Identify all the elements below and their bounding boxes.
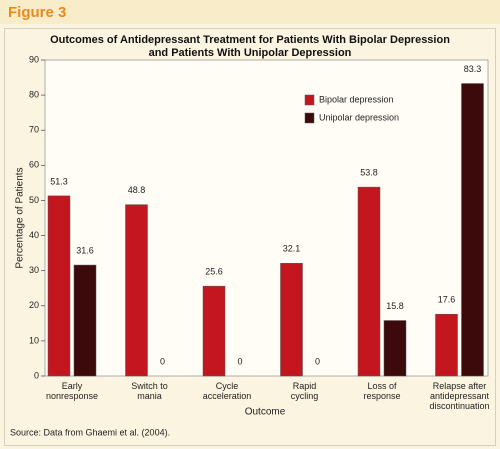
y-tick-label: 50: [29, 195, 39, 205]
legend-swatch: [304, 94, 315, 106]
bar: [280, 263, 303, 377]
legend-swatch: [304, 112, 315, 124]
bar: [47, 195, 71, 377]
value-label: 17.6: [438, 295, 456, 305]
x-tick-label: Loss of response: [363, 381, 401, 401]
header-band: [0, 0, 500, 24]
value-label: 0: [315, 356, 320, 366]
y-tick-label: 40: [29, 230, 39, 240]
value-label: 31.6: [76, 245, 94, 255]
y-tick-label: 10: [29, 335, 39, 345]
y-tick-label: 0: [34, 370, 39, 380]
value-label: 51.3: [50, 176, 68, 186]
y-tick-label: 70: [29, 125, 39, 135]
x-tick-label: Cycle acceleration: [202, 381, 252, 401]
value-label: 25.6: [205, 266, 223, 276]
source-note: Source: Data from Ghaemi et al. (2004).: [10, 427, 170, 437]
legend-label: Bipolar depression: [319, 94, 394, 104]
plot-area: [44, 59, 489, 377]
figure-label: Figure 3: [8, 4, 66, 21]
value-label: 0: [237, 356, 242, 366]
bar: [357, 186, 381, 377]
bar: [383, 320, 407, 377]
value-label: 15.8: [386, 301, 404, 311]
bar: [202, 285, 226, 377]
y-tick-label: 90: [29, 54, 39, 64]
y-tick-label: 20: [29, 300, 39, 310]
value-label: 48.8: [128, 185, 146, 195]
legend-label: Unipolar depression: [319, 112, 399, 122]
bar: [435, 313, 458, 377]
x-tick-label: Rapid cycling: [290, 381, 319, 401]
bar: [73, 264, 97, 377]
chart-title: Outcomes of Antidepressant Treatment for…: [50, 34, 450, 59]
value-label: 83.3: [464, 64, 482, 74]
bar: [461, 83, 484, 377]
value-label: 0: [160, 356, 165, 366]
x-tick-label: Early nonresponse: [45, 381, 99, 401]
value-label: 53.8: [360, 167, 378, 177]
frame: [4, 28, 496, 446]
value-label: 32.1: [283, 244, 301, 254]
x-tick-label: Relapse after antidepressant discontinua…: [429, 381, 490, 411]
x-axis-label: Outcome: [245, 407, 286, 418]
y-tick-label: 60: [29, 160, 39, 170]
bar: [125, 204, 148, 377]
y-tick-label: 30: [29, 265, 39, 275]
x-tick-label: Switch to mania: [131, 381, 168, 401]
y-tick-label: 80: [29, 89, 39, 99]
y-axis-label: Percentage of Patients: [15, 167, 26, 268]
